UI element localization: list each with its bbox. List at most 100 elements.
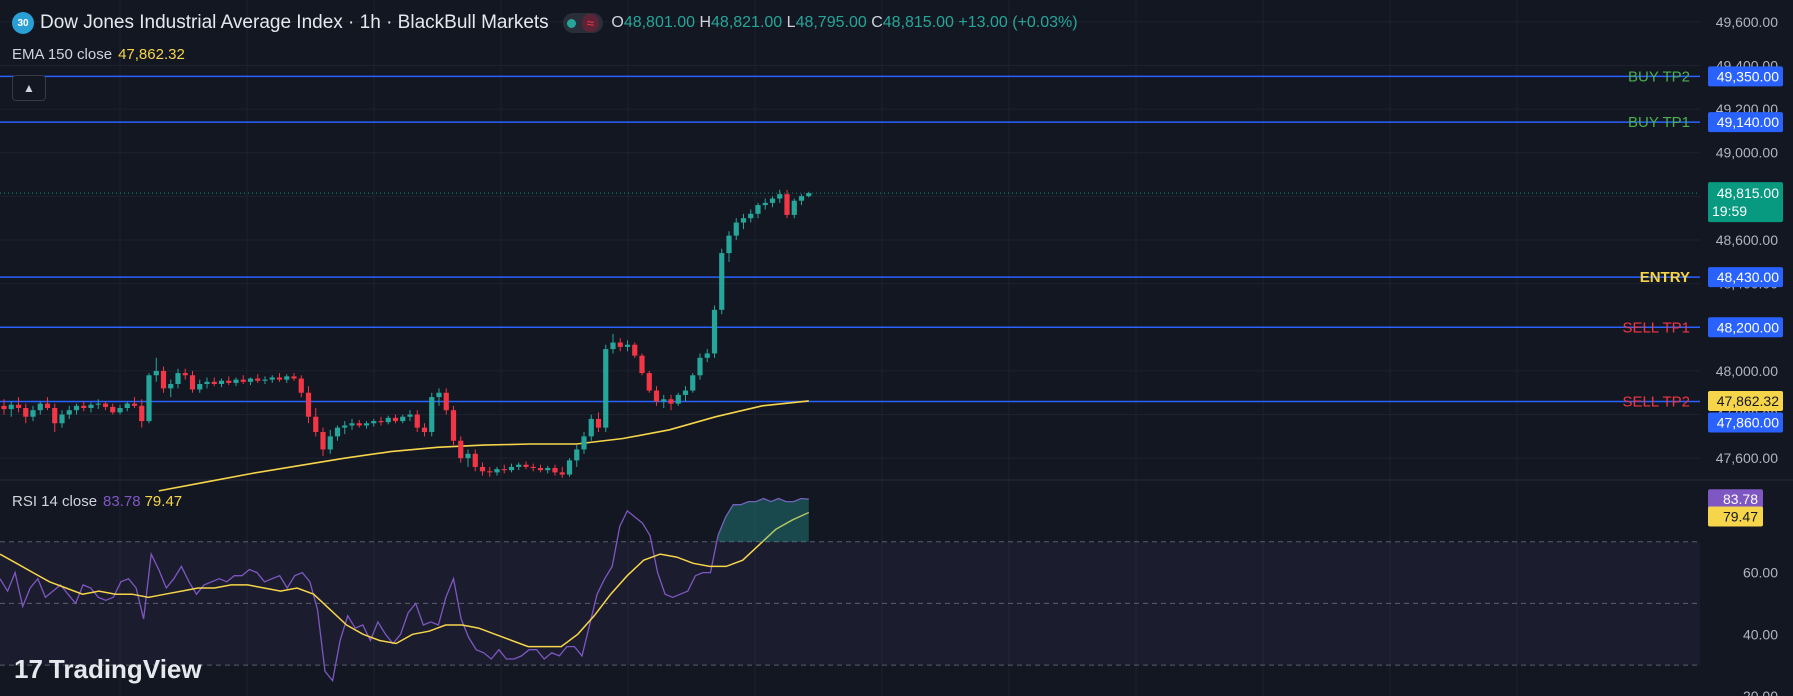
rsi-tick-label: 40.00 (1743, 626, 1778, 642)
candle-body (124, 403, 130, 408)
candle-body (211, 381, 217, 384)
candle-body (617, 342, 623, 347)
candle-body (81, 405, 87, 408)
candle-body (66, 410, 72, 415)
low-label: L (786, 14, 796, 31)
candle-body (581, 436, 587, 450)
candle-body (494, 469, 500, 473)
candle-body (697, 357, 703, 376)
grid-layer (0, 0, 1700, 696)
candle-body (1, 405, 7, 410)
candle-body (255, 378, 261, 381)
candle-body (146, 375, 152, 422)
level-name-label: SELL TP1 (1622, 319, 1690, 336)
candle-body (653, 390, 660, 402)
price-tick-label: 48,600.00 (1716, 232, 1778, 248)
ema-price-tag-bg (1708, 390, 1783, 411)
candle-body (530, 466, 536, 468)
candle-body (262, 379, 268, 381)
candle-body (748, 213, 754, 219)
candle-body (755, 205, 761, 214)
rsi-legend-value: 83.78 (103, 493, 141, 510)
rsi-legend[interactable]: RSI 14 close 83.78 79.47 (12, 493, 182, 510)
high-value: 48,821.00 (711, 14, 783, 31)
candle-body (407, 414, 413, 417)
candle-body (690, 375, 696, 391)
candle-body (704, 353, 710, 358)
level-name-label: BUY TP2 (1628, 68, 1690, 85)
candle-body (552, 468, 558, 473)
candle-body (15, 404, 22, 408)
market-open-dot-icon (566, 18, 576, 28)
candle-body (59, 414, 65, 424)
candle-body (537, 468, 544, 471)
close-label: C (871, 14, 883, 31)
candle-body (559, 472, 565, 475)
change-value: +13.00 (+0.03%) (958, 14, 1078, 31)
collapse-legend-button[interactable]: ▲ (12, 75, 46, 101)
data-delay-icon: ≈ (581, 14, 600, 32)
level-price-tag: 48,200.00 (1717, 319, 1779, 335)
level-price-tag: 47,860.00 (1717, 414, 1779, 430)
candle-body (740, 218, 747, 223)
candle-body (472, 453, 478, 467)
candle-body (233, 379, 239, 383)
bar-countdown: 19:59 (1712, 203, 1747, 219)
candle-body (160, 370, 167, 389)
ema-legend-value: 47,862.32 (118, 46, 185, 63)
market-status-pill[interactable]: ≈ (562, 13, 604, 33)
rsi-ma-value-tag: 79.47 (1723, 508, 1758, 524)
candle-body (436, 392, 442, 398)
candle-body (44, 403, 51, 408)
candle-body (675, 394, 681, 404)
candle-body (632, 344, 638, 356)
candle-body (30, 410, 36, 417)
candle-body (414, 414, 420, 428)
candle-body (784, 194, 790, 215)
candle-body (624, 344, 631, 347)
candle-body (204, 381, 210, 384)
candle-body (719, 253, 725, 310)
open-value: 48,801.00 (623, 14, 695, 31)
ema-legend[interactable]: EMA 150 close 47,862.32 (12, 46, 185, 63)
candle-body (726, 235, 732, 254)
candle-body (501, 469, 507, 471)
candle-body (443, 392, 449, 411)
candle-body (327, 436, 333, 450)
rsi-ma-value-tag-bg (1708, 506, 1763, 527)
candle-body (682, 390, 689, 395)
candle-body (269, 377, 275, 380)
symbol-title[interactable]: Dow Jones Industrial Average Index · 1h … (40, 12, 549, 33)
ema-series-line (158, 400, 809, 492)
candle-body (668, 399, 674, 404)
candle-body (385, 417, 391, 423)
candle-body (429, 397, 435, 432)
candle-body (197, 384, 203, 390)
candle-body (777, 194, 783, 199)
candle-body (733, 222, 739, 236)
rsi-series-line (0, 497, 809, 683)
candle-body (762, 202, 768, 206)
candle-body (218, 380, 225, 384)
candle-body (661, 399, 667, 402)
candle-body (349, 423, 355, 426)
tradingview-logo[interactable]: 17 TradingView (14, 654, 202, 685)
level-name-label: SELL TP2 (1622, 393, 1690, 410)
candle-body (168, 384, 174, 389)
candle-body (458, 440, 464, 459)
candle-body (226, 380, 232, 383)
level-price-tag-bg (1708, 317, 1783, 338)
candle-body (88, 404, 94, 408)
candle-body (284, 376, 290, 380)
rsi-value-tag-bg (1708, 489, 1763, 510)
candle-body (23, 408, 29, 417)
candle-body (806, 193, 812, 197)
candle-body (175, 373, 181, 384)
rsi-ma-series-line (0, 511, 810, 648)
candle-body (334, 427, 341, 437)
tradingview-mark-icon: 17 (14, 654, 43, 684)
candle-body (298, 378, 304, 393)
candle-body (291, 376, 297, 379)
rsi-tick-label: 20.00 (1743, 688, 1778, 696)
